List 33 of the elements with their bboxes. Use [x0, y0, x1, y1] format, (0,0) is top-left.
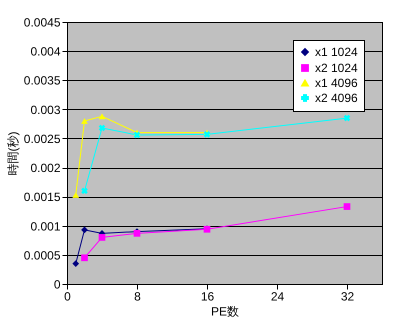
- y-tick-label: 0.004: [30, 44, 61, 59]
- x-tick-label: 0: [64, 290, 72, 304]
- legend-label: x1 1024: [315, 45, 358, 59]
- point: [72, 192, 80, 198]
- point: [81, 254, 88, 262]
- point: [81, 188, 88, 194]
- y-tick-label: 0.0015: [24, 190, 61, 204]
- x-tick-label: 24: [270, 290, 284, 304]
- y-axis-title: 時間(秒): [6, 132, 20, 176]
- y-tick-label: 0.001: [30, 219, 61, 234]
- y-tick-label: 0.0025: [24, 132, 61, 146]
- y-tick-label: 0.002: [30, 161, 61, 176]
- point: [344, 203, 350, 210]
- y-tick-label: 0.0035: [24, 74, 61, 88]
- point: [72, 260, 80, 267]
- y-tick-label: 0: [54, 278, 61, 292]
- point: [344, 114, 350, 122]
- point: [81, 226, 88, 234]
- x-tick-label: 16: [200, 290, 214, 304]
- legend-label: x2 1024: [315, 61, 358, 75]
- x-axis-title: PE数: [210, 304, 240, 318]
- point: [81, 118, 88, 124]
- point: [98, 124, 106, 132]
- x-tick-label: 8: [134, 290, 142, 304]
- y-tick-label: 0.003: [30, 102, 61, 117]
- y-tick-label: 0.0045: [24, 16, 61, 30]
- legend-label: x1 4096: [315, 76, 358, 90]
- point: [98, 234, 106, 241]
- point: [98, 113, 106, 120]
- x-tick-label: 32: [340, 290, 354, 304]
- y-tick-label: 0.0005: [24, 248, 61, 262]
- point: [134, 132, 140, 138]
- legend-label: x2 4096: [315, 91, 358, 105]
